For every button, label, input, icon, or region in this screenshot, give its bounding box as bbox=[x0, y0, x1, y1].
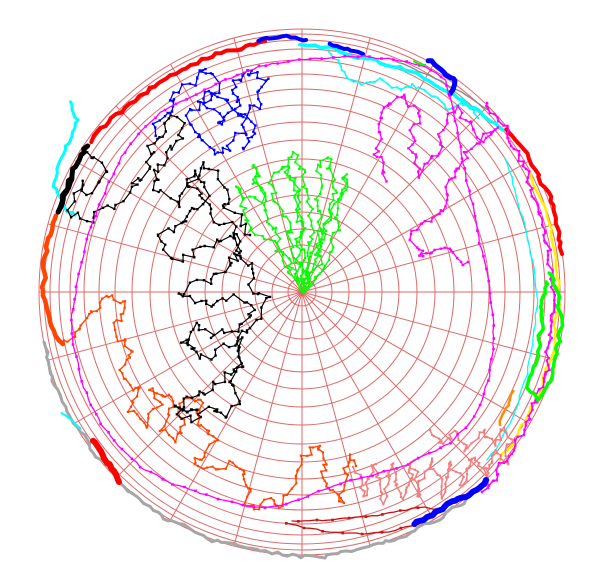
series-green-center-plume bbox=[235, 151, 349, 294]
series-orange-right-rim-dash bbox=[498, 389, 515, 427]
series-black-left-rim-cluster bbox=[55, 143, 91, 215]
series-orange-wandering-walk bbox=[61, 294, 358, 511]
series-cyan-top-rim-band bbox=[298, 42, 505, 132]
series-black-bottom-dash bbox=[173, 404, 199, 414]
series-red-right-rim-band bbox=[504, 127, 564, 256]
series-magenta-topright-scribble bbox=[372, 93, 499, 267]
series-red-topleft-rim-band bbox=[89, 39, 267, 144]
series-markers bbox=[327, 50, 479, 119]
series-green-right-rim-band bbox=[524, 271, 565, 403]
grid-spoke bbox=[115, 291, 303, 479]
series-markers bbox=[298, 43, 505, 132]
grid-spoke bbox=[233, 291, 303, 547]
grid-spoke bbox=[47, 223, 303, 293]
series-markers bbox=[56, 144, 90, 214]
grid-spoke bbox=[301, 63, 434, 293]
series-blue-topleft-scribble bbox=[151, 67, 270, 156]
series-gray-bottom-limb-band bbox=[42, 340, 490, 560]
series-line bbox=[391, 58, 489, 111]
series-line bbox=[70, 55, 495, 509]
series-line bbox=[411, 477, 489, 528]
series-blue-top-rim-c bbox=[425, 58, 458, 97]
series-line bbox=[152, 68, 270, 155]
grid-spoke bbox=[301, 160, 531, 293]
series-magenta-inner-loop bbox=[70, 54, 496, 510]
series-cyan-top-inner-wiggle bbox=[327, 50, 479, 119]
series-markers bbox=[413, 60, 426, 66]
series-markers bbox=[40, 214, 65, 346]
series-markers bbox=[328, 42, 365, 56]
grid-spoke bbox=[301, 291, 557, 361]
grid-spoke bbox=[301, 291, 489, 479]
grid-spoke bbox=[170, 63, 303, 293]
grid-spoke bbox=[301, 223, 557, 293]
grid-spoke bbox=[301, 37, 371, 293]
grid-spoke bbox=[73, 160, 303, 293]
grid-spoke bbox=[47, 291, 303, 361]
series-markers bbox=[504, 127, 564, 256]
series-line bbox=[413, 60, 426, 66]
series-black-scribble-walk bbox=[66, 114, 272, 424]
series-red-leftbottom-blob bbox=[90, 437, 122, 485]
series-line bbox=[42, 340, 490, 560]
series-blue-top-rim-b bbox=[327, 41, 365, 56]
series-markers bbox=[498, 390, 515, 426]
grid-spoke bbox=[301, 291, 371, 547]
series-line bbox=[486, 158, 539, 461]
grid-spoke bbox=[170, 291, 303, 521]
grid-spoke bbox=[301, 105, 489, 293]
series-markers bbox=[61, 294, 358, 511]
grid-spoke bbox=[233, 37, 303, 293]
series-cyan-right-inner-line bbox=[486, 158, 539, 461]
series-line bbox=[298, 42, 505, 132]
series-markers bbox=[351, 426, 517, 506]
trajectory-series-layer bbox=[39, 33, 565, 560]
grid-spoke bbox=[301, 291, 531, 424]
series-green-top-rim-dash bbox=[413, 60, 426, 66]
series-cyan-left-small-dash bbox=[60, 412, 81, 429]
series-blue-top-rim-a bbox=[256, 33, 308, 43]
series-salmon-bottomright-walk bbox=[351, 426, 517, 506]
series-markers bbox=[426, 59, 457, 96]
series-markers bbox=[256, 34, 308, 43]
series-yellow-right-rim-arc bbox=[498, 170, 562, 462]
series-line bbox=[498, 389, 515, 427]
series-magenta-right-rim-scribble bbox=[480, 101, 557, 494]
grid-spoke bbox=[301, 291, 434, 521]
grid-spoke bbox=[115, 105, 303, 293]
grid-spoke bbox=[73, 291, 303, 424]
series-markers bbox=[412, 478, 488, 526]
series-markers bbox=[91, 439, 121, 484]
series-orange-left-rim-band bbox=[39, 213, 66, 347]
series-blue-bottomright-band bbox=[411, 477, 489, 528]
series-markers bbox=[173, 404, 199, 414]
series-gray-topright-limb-line bbox=[391, 58, 489, 111]
series-line bbox=[327, 41, 365, 56]
